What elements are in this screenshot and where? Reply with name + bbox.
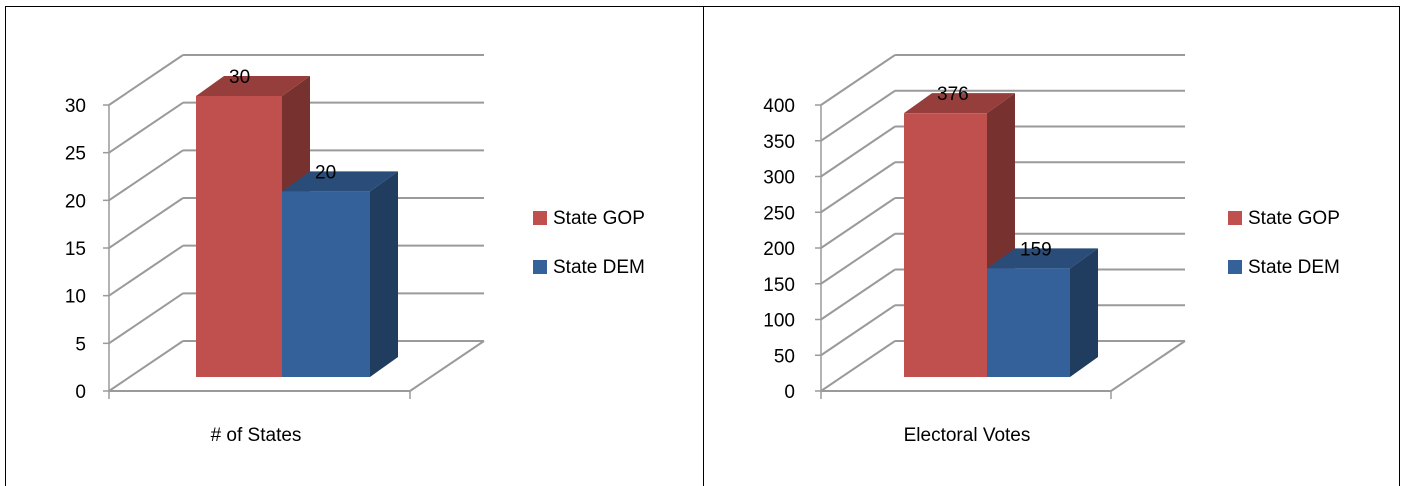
side-gridline [108, 149, 184, 202]
bar-dem [282, 191, 370, 377]
data-label: 159 [1020, 239, 1052, 260]
side-gridline [820, 125, 896, 178]
data-label: 376 [937, 84, 969, 105]
y-tick-label: 10 [65, 287, 86, 308]
chart-cell-electoral-votes: 0 50 100 150 200 250 300 350 400 376 159 Electoral … [703, 6, 1400, 486]
electoral-votes-chart: 0 50 100 150 200 250 300 350 400 376 159 Electoral … [763, 54, 1340, 446]
side-gridline [820, 54, 896, 106]
y-tick-label: 50 [774, 346, 795, 367]
bar-top-gop [196, 76, 310, 96]
side-gridline [820, 340, 896, 392]
y-tick-label: 0 [75, 382, 86, 403]
y-tick-label: 0 [784, 382, 795, 403]
x-category-label: # of States [211, 425, 302, 446]
side-gridline [108, 340, 184, 392]
y-tick-label: 20 [65, 191, 86, 212]
legend-entry-gop: State GOP [1248, 208, 1340, 229]
states-chart: 0 5 10 15 20 25 30 30 20 # of States State GOP Stat… [65, 54, 645, 446]
bar-gop [904, 113, 987, 377]
legend-entry-dem: State DEM [553, 257, 645, 278]
side-gridline [108, 292, 184, 345]
chart-cell-states: 0 5 10 15 20 25 30 30 20 # of States State GOP Stat… [5, 6, 704, 486]
legend-swatch-gop [533, 211, 547, 225]
legend-swatch-gop [1228, 211, 1242, 225]
legend-swatch-dem [533, 260, 547, 274]
side-gridline [820, 268, 896, 321]
bar-top-dem [282, 171, 398, 192]
y-tick-label: 400 [763, 96, 795, 117]
bar-side-dem [1070, 248, 1098, 377]
legend-swatch-dem [1228, 260, 1242, 274]
bar-top-dem [987, 248, 1098, 269]
bar-dem [987, 268, 1070, 377]
y-tick-label: 300 [763, 168, 795, 189]
y-tick-label: 250 [763, 203, 795, 224]
y-tick-label: 15 [65, 239, 86, 260]
y-tick-label: 150 [763, 275, 795, 296]
side-gridline [108, 197, 184, 249]
bar-top-gop [904, 93, 1015, 114]
legend-entry-dem: State DEM [1248, 257, 1340, 278]
y-tick-label: 100 [763, 311, 795, 332]
side-gridline [820, 89, 896, 142]
x-category-label: Electoral Votes [904, 425, 1031, 446]
side-gridline [820, 232, 896, 285]
y-tick-label: 25 [65, 144, 86, 165]
bar-side-dem [370, 171, 398, 377]
floor-right-edge [409, 340, 485, 392]
side-gridline [108, 244, 184, 297]
y-tick-label: 5 [75, 334, 86, 355]
side-gridline [108, 101, 184, 154]
side-gridline [820, 161, 896, 214]
legend-entry-gop: State GOP [553, 208, 645, 229]
floor-right-edge [1110, 340, 1186, 392]
data-label: 30 [229, 67, 250, 88]
y-tick-label: 30 [65, 96, 86, 117]
side-gridline [820, 197, 896, 249]
y-tick-label: 200 [763, 239, 795, 260]
data-label: 20 [315, 162, 336, 183]
bar-gop [196, 96, 282, 377]
side-gridline [820, 304, 896, 357]
y-tick-label: 350 [763, 132, 795, 153]
side-gridline [108, 54, 184, 106]
